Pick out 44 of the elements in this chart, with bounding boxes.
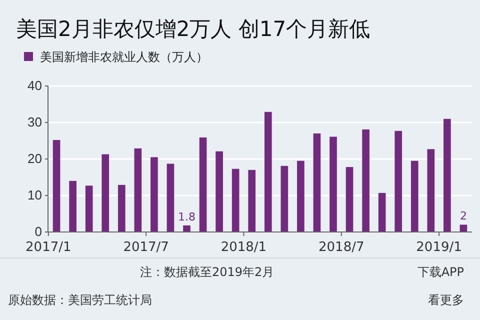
bar: [427, 149, 435, 232]
legend-label: 美国新增非农就业人数（万人）: [40, 50, 208, 64]
text: 注：数据截至2019年2月: [140, 265, 274, 279]
x-tick-label: 2017/1: [26, 240, 72, 255]
text: 原始数据：美国劳工统计局: [8, 293, 152, 307]
bar: [102, 154, 110, 232]
bar: [280, 166, 288, 232]
y-tick-label: 20: [28, 151, 42, 166]
x-tick-label: 2017/7: [123, 240, 169, 255]
bar: [410, 160, 418, 232]
bar: [199, 137, 207, 232]
y-tick-label: 30: [28, 114, 42, 130]
bar: [444, 118, 451, 232]
bar: [183, 225, 190, 232]
bar: [232, 168, 240, 232]
text: 下载APP: [417, 265, 464, 279]
y-tick-label: 0: [34, 224, 42, 240]
bar: [216, 151, 223, 232]
bar: [69, 180, 76, 232]
x-tick-label: 2018/7: [318, 240, 364, 255]
bar: [166, 164, 174, 232]
bar: [134, 148, 142, 232]
bar: [346, 167, 354, 232]
bar: [150, 157, 158, 232]
bar: [264, 112, 272, 232]
bar: [362, 129, 370, 232]
text: 看更多: [428, 293, 464, 307]
bar: [378, 192, 386, 232]
x-tick-label: 2019/1: [416, 240, 462, 255]
chart-title: 美国2月非农仅增2万人 创17个月新低: [16, 17, 370, 41]
bar: [52, 140, 60, 232]
x-tick-label: 2018/1: [220, 240, 267, 255]
bar: [313, 133, 321, 232]
y-tick-label: 10: [28, 188, 42, 203]
bar: [118, 184, 126, 232]
bar: [85, 186, 93, 232]
data-label: 2: [460, 210, 467, 223]
bar: [330, 136, 337, 232]
bar: [297, 160, 304, 232]
bar: [248, 170, 256, 232]
data-label: 1.8: [178, 210, 196, 224]
y-tick-label: 40: [28, 78, 42, 94]
bar: [394, 130, 402, 232]
bar: [460, 224, 468, 232]
